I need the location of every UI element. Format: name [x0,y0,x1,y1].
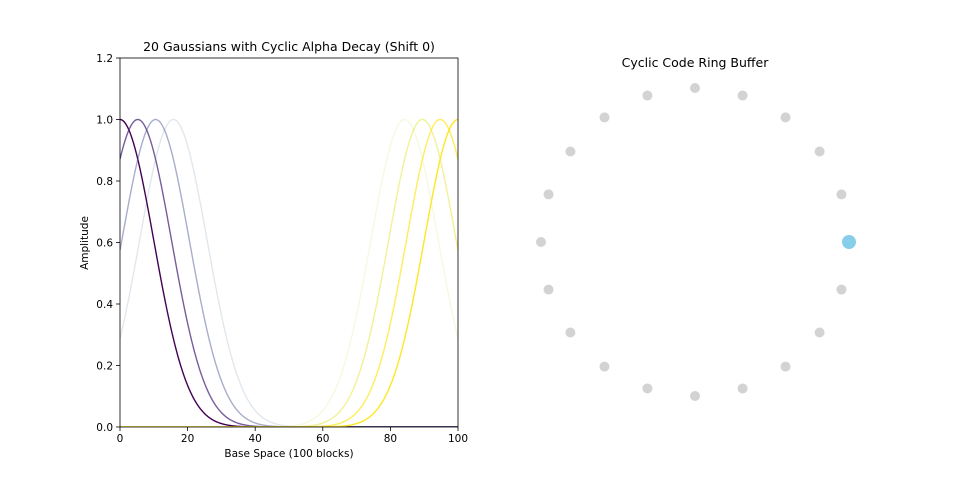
y-tick-label: 0.4 [96,299,113,311]
ring-node [543,189,554,200]
ring-node-active [842,235,856,249]
ring-node [814,146,825,157]
gaussian-curve-8 [120,118,458,427]
gaussian-curve-5 [120,118,458,427]
ring-node [642,90,653,101]
x-tick-label: 0 [117,433,124,445]
gaussian-curve-4 [120,118,458,427]
x-tick-label: 60 [316,433,329,445]
ring-node [814,327,825,338]
gaussian-curve-7 [120,118,458,427]
ring-node [836,284,847,295]
gaussian-curve-2 [120,118,458,427]
y-tick-label: 1.2 [96,53,113,65]
y-axis-ticks: 0.0 0.2 0.4 0.6 0.8 1.0 1.2 [96,53,120,434]
x-tick-label: 100 [448,433,468,445]
y-axis-label: Amplitude [79,216,91,270]
x-tick-label: 80 [384,433,397,445]
gaussian-curves [120,118,458,427]
y-tick-label: 0.6 [96,238,113,250]
gaussian-chart: 20 Gaussians with Cyclic Alpha Decay (Sh… [79,39,468,460]
ring-node [690,391,700,401]
gaussian-curve-3 [120,118,458,427]
y-tick-label: 1.0 [96,115,113,127]
ring-node [642,383,653,394]
ring-buffer-chart: Cyclic Code Ring Buffer [536,55,856,401]
ring-node [780,112,791,123]
y-tick-label: 0.8 [96,176,113,188]
x-axis-ticks: 0 20 40 60 80 100 [117,427,468,445]
gaussian-chart-title: 20 Gaussians with Cyclic Alpha Decay (Sh… [143,39,435,54]
y-tick-label: 0.0 [96,422,113,434]
ring-node [836,189,847,200]
y-tick-label: 0.2 [96,361,113,373]
ring-node [543,284,554,295]
ring-nodes [536,83,856,401]
ring-node [565,146,576,157]
x-tick-label: 40 [249,433,262,445]
ring-node [780,361,791,372]
ring-node [737,383,748,394]
ring-node [599,112,610,123]
ring-node [536,237,546,247]
ring-buffer-title: Cyclic Code Ring Buffer [622,55,770,70]
gaussian-curve-1 [120,118,458,427]
ring-node [690,83,700,93]
gaussian-curve-6 [120,118,458,427]
ring-node [565,327,576,338]
x-tick-label: 20 [181,433,194,445]
ring-node [599,361,610,372]
ring-node [737,90,748,101]
plot-frame [119,57,459,428]
x-axis-label: Base Space (100 blocks) [224,448,353,460]
